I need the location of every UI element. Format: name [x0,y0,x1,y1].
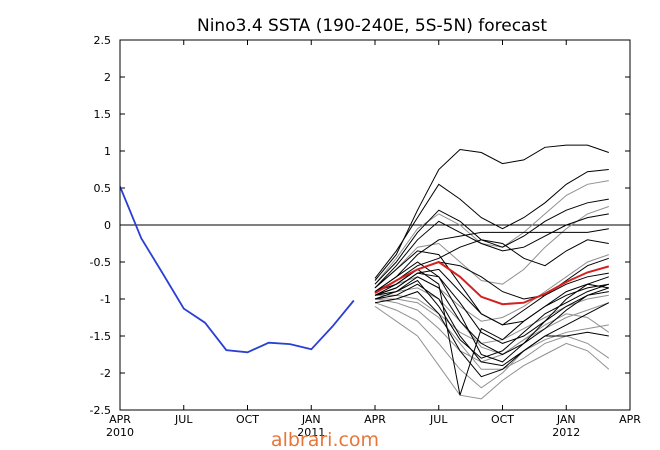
x-tick-label: OCT [236,413,259,426]
y-tick-label: 0.5 [94,182,112,195]
ensemble-member-line [374,291,609,378]
ensemble-member-line [374,144,609,281]
ensemble-member-line [374,169,609,279]
x-tick-label: JUL [429,413,448,426]
y-tick-label: 1 [104,145,111,158]
y-tick-label: -0.5 [90,256,111,269]
ensemble-member-line [374,276,609,356]
y-tick-label: -2.5 [90,404,111,417]
ensemble-member-line [374,261,609,363]
ensemble-member-line [374,305,610,400]
ensemble-mean-line [374,260,610,306]
x-tick-label: JAN [301,413,321,426]
plot-frame [119,39,631,411]
ensemble-member-line [374,198,609,285]
ensemble-member-line [374,228,609,293]
y-tick-label: -1 [100,293,111,306]
x-tick-label: APR [619,413,641,426]
x-tick-label: APR [109,413,131,426]
x-tick-label: JUL [174,413,193,426]
y-tick-label: 2 [104,71,111,84]
ensemble-member-line [374,302,609,389]
x-tick-year-label: 2012 [552,426,580,439]
observed-line [120,186,355,354]
ensemble-member-line [374,250,609,326]
ensemble-member-line [374,213,609,289]
x-tick-year-label: 2010 [106,426,134,439]
ensemble-member-line [374,239,609,293]
ensemble-member-line [374,206,609,289]
x-tick-label: APR [364,413,386,426]
y-tick-label: 2.5 [94,34,112,47]
chart-title: Nino3.4 SSTA (190-240E, 5S-5N) forecast [197,16,547,36]
x-tick-label: OCT [491,413,514,426]
ensemble-member-line [375,298,610,370]
x-tick-year-label: 2011 [297,426,325,439]
ensemble-member-line [374,283,610,367]
y-tick-label: 1.5 [94,108,112,121]
x-tick-label: JAN [556,413,576,426]
y-tick-label: 0 [104,219,111,232]
ensemble-member-line [374,279,609,359]
y-tick-label: -2 [100,367,111,380]
y-tick-label: -1.5 [90,330,111,343]
ensemble-member-line [375,294,609,344]
ensemble-member-line [374,180,609,285]
watermark-text: albrari.com [271,429,379,450]
ensemble-member-line [374,287,610,356]
ensemble-member-line [374,272,609,344]
